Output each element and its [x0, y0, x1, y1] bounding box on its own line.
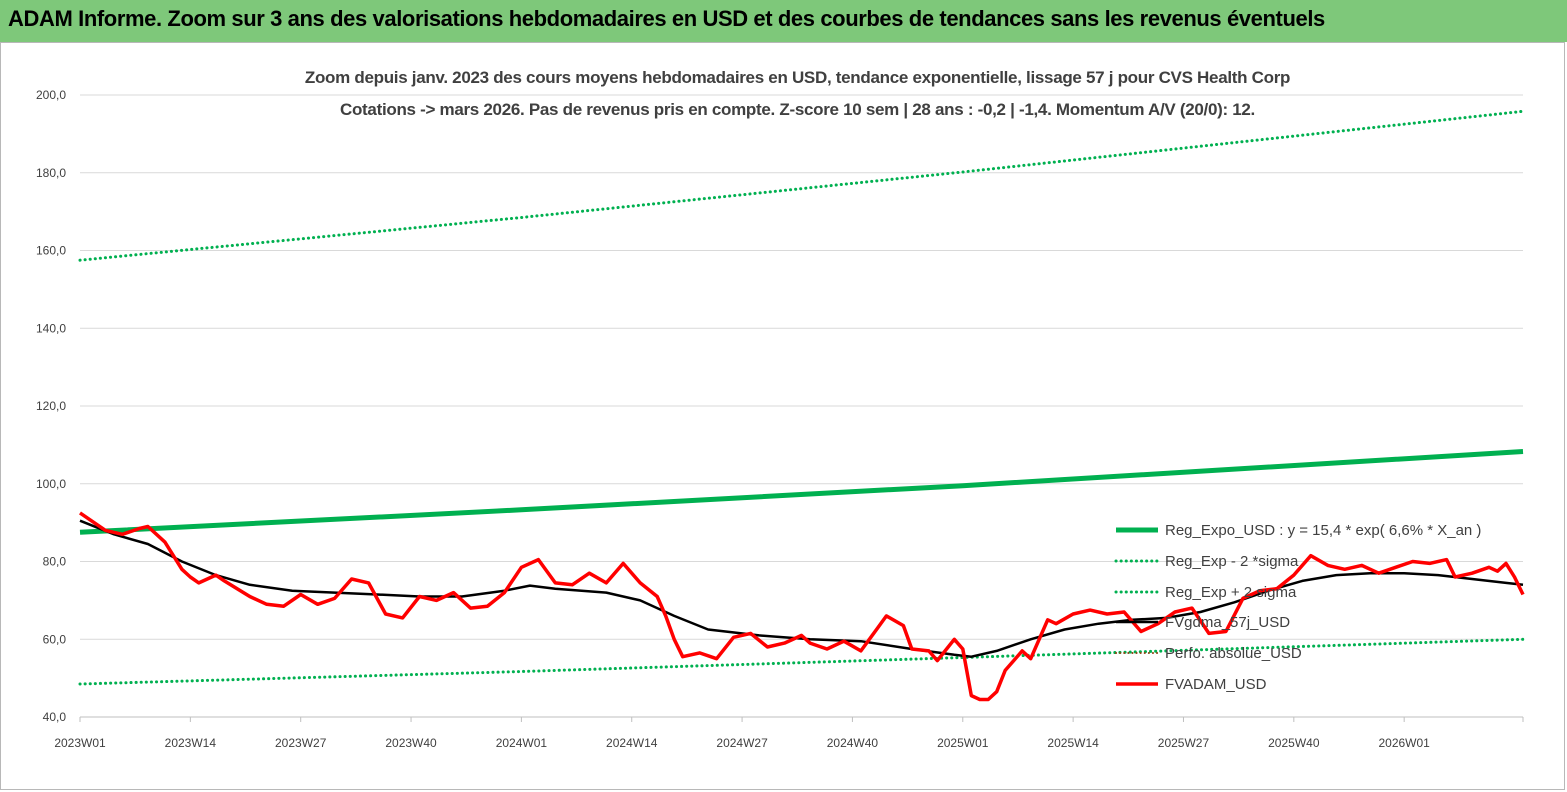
- x-tick-label: 2023W27: [275, 736, 327, 750]
- trend-line: [79, 449, 1524, 535]
- chart-frame: [0, 42, 1565, 790]
- title-banner: ADAM Informe. Zoom sur 3 ans des valoris…: [0, 0, 1567, 42]
- x-tick-label: 2026W01: [1378, 736, 1430, 750]
- y-tick-label: 40,0: [43, 710, 67, 724]
- y-tick-label: 80,0: [43, 555, 67, 569]
- legend-label: Reg_Expo_USD : y = 15,4 * exp( 6,6% * X_…: [1165, 522, 1481, 539]
- y-tick-label: 100,0: [36, 477, 66, 491]
- legend-label: Reg_Exp + 2 sigma: [1165, 584, 1297, 601]
- price-line: [79, 511, 1525, 702]
- chart-title: Zoom depuis janv. 2023 des cours moyens …: [304, 68, 1291, 87]
- x-tick-label: 2025W27: [1158, 736, 1210, 750]
- report-title: ADAM Informe. Zoom sur 3 ans des valoris…: [8, 6, 1325, 31]
- legend-label: Perfo. absolue_USD: [1165, 645, 1302, 662]
- chart-subtitle: Cotations -> mars 2026. Pas de revenus p…: [340, 100, 1255, 119]
- x-tick-label: 2024W27: [716, 736, 768, 750]
- legend-label: Reg_Exp - 2 *sigma: [1165, 553, 1299, 570]
- y-tick-label: 120,0: [36, 399, 66, 413]
- x-tick-label: 2023W01: [54, 736, 106, 750]
- x-tick-label: 2024W01: [496, 736, 548, 750]
- x-tick-label: 2025W01: [937, 736, 989, 750]
- x-tick-label: 2023W40: [385, 736, 437, 750]
- legend-label: FVgdma_57j_USD: [1165, 614, 1290, 631]
- x-tick-label: 2024W14: [606, 736, 658, 750]
- y-tick-label: 200,0: [36, 88, 66, 102]
- x-tick-label: 2023W14: [165, 736, 217, 750]
- y-tick-label: 160,0: [36, 244, 66, 258]
- y-tick-label: 180,0: [36, 166, 66, 180]
- upper-band-line: [78, 109, 1525, 262]
- x-tick-label: 2025W14: [1047, 736, 1099, 750]
- smoothed-line: [79, 519, 1524, 658]
- y-tick-label: 60,0: [43, 632, 67, 646]
- lower-band-line: [78, 637, 1525, 686]
- y-tick-label: 140,0: [36, 321, 66, 335]
- x-tick-label: 2024W40: [827, 736, 879, 750]
- legend-label: FVADAM_USD: [1165, 676, 1267, 693]
- x-tick-label: 2025W40: [1268, 736, 1320, 750]
